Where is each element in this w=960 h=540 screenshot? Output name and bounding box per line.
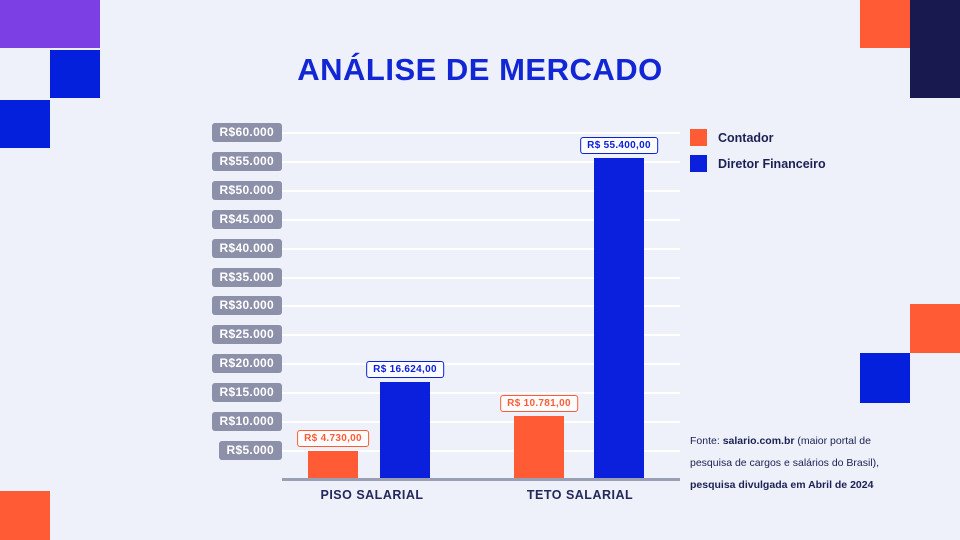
y-axis-tick-label: R$50.000 bbox=[211, 181, 282, 200]
legend-item-diretor-financeiro: Diretor Financeiro bbox=[690, 155, 826, 172]
gridline bbox=[282, 305, 680, 308]
y-axis-tick-label: R$5.000 bbox=[218, 441, 282, 460]
x-axis-category-label-piso-salarial: PISO SALARIAL bbox=[320, 488, 424, 502]
gridline bbox=[282, 247, 680, 250]
source-note-line: pesquisa divulgada em Abril de 2024 bbox=[690, 474, 910, 496]
y-axis-tick-label: R$60.000 bbox=[211, 123, 282, 142]
legend-label: Diretor Financeiro bbox=[718, 156, 826, 171]
source-note: Fonte: salario.com.br (maior portal de pe… bbox=[690, 430, 910, 496]
gridline bbox=[282, 189, 680, 192]
gridline bbox=[282, 160, 680, 163]
gridline bbox=[282, 449, 680, 452]
decor-square-navy-topright bbox=[910, 0, 960, 98]
bar-value-label: R$ 4.730,00 bbox=[297, 430, 369, 447]
decor-square-orange-bottomleft bbox=[0, 491, 50, 540]
y-axis-tick-label: R$35.000 bbox=[211, 268, 282, 287]
y-axis-tick-label: R$10.000 bbox=[211, 412, 282, 431]
y-axis-tick-label: R$40.000 bbox=[211, 239, 282, 258]
y-axis-tick-label: R$20.000 bbox=[211, 354, 282, 373]
legend-item-contador: Contador bbox=[690, 129, 826, 146]
bar-value-label: R$ 10.781,00 bbox=[500, 395, 578, 412]
bar-contador-piso-salarial bbox=[308, 451, 358, 478]
y-axis-tick-label: R$55.000 bbox=[211, 152, 282, 171]
gridline bbox=[282, 132, 680, 134]
source-note-text: pesquisa de cargos e salários do Brasil)… bbox=[690, 457, 880, 469]
decor-square-blue-left bbox=[0, 100, 50, 148]
gridline bbox=[282, 392, 680, 395]
source-note-text: Fonte: bbox=[690, 435, 723, 447]
source-note-text: (maior portal de bbox=[794, 435, 871, 447]
decor-square-blue-right bbox=[860, 353, 910, 403]
bar-contador-teto-salarial bbox=[514, 416, 564, 478]
bar-diretor-financeiro-piso-salarial bbox=[380, 382, 430, 478]
source-note-line: pesquisa de cargos e salários do Brasil)… bbox=[690, 452, 910, 474]
gridline bbox=[282, 421, 680, 423]
y-axis-tick-label: R$30.000 bbox=[211, 296, 282, 315]
y-axis-tick-label: R$45.000 bbox=[211, 210, 282, 229]
bar-diretor-financeiro-teto-salarial bbox=[594, 158, 644, 478]
source-note-bold-text: pesquisa divulgada em Abril de 2024 bbox=[690, 479, 874, 491]
gridline bbox=[282, 334, 680, 337]
decor-square-orange-right bbox=[910, 304, 960, 353]
gridline bbox=[282, 363, 680, 366]
legend-swatch bbox=[690, 155, 707, 172]
x-axis-category-label-teto-salarial: TETO SALARIAL bbox=[526, 488, 634, 502]
gridline bbox=[282, 276, 680, 279]
decor-square-blue-topleft bbox=[50, 50, 100, 98]
gridline bbox=[282, 218, 680, 221]
decor-square-orange-topright bbox=[860, 0, 910, 48]
decor-square-purple bbox=[0, 0, 100, 48]
bar-value-label: R$ 16.624,00 bbox=[366, 361, 444, 378]
page-title: ANÁLISE DE MERCADO bbox=[297, 52, 663, 87]
y-axis-tick-label: R$15.000 bbox=[211, 383, 282, 402]
y-axis-tick-label: R$25.000 bbox=[211, 325, 282, 344]
bar-value-label: R$ 55.400,00 bbox=[580, 137, 658, 154]
source-note-line: Fonte: salario.com.br (maior portal de bbox=[690, 430, 910, 452]
chart-legend: Contador Diretor Financeiro bbox=[690, 129, 826, 181]
x-axis-line bbox=[282, 478, 680, 481]
legend-label: Contador bbox=[718, 130, 774, 145]
legend-swatch bbox=[690, 129, 707, 146]
source-note-bold-text: salario.com.br bbox=[722, 435, 795, 447]
